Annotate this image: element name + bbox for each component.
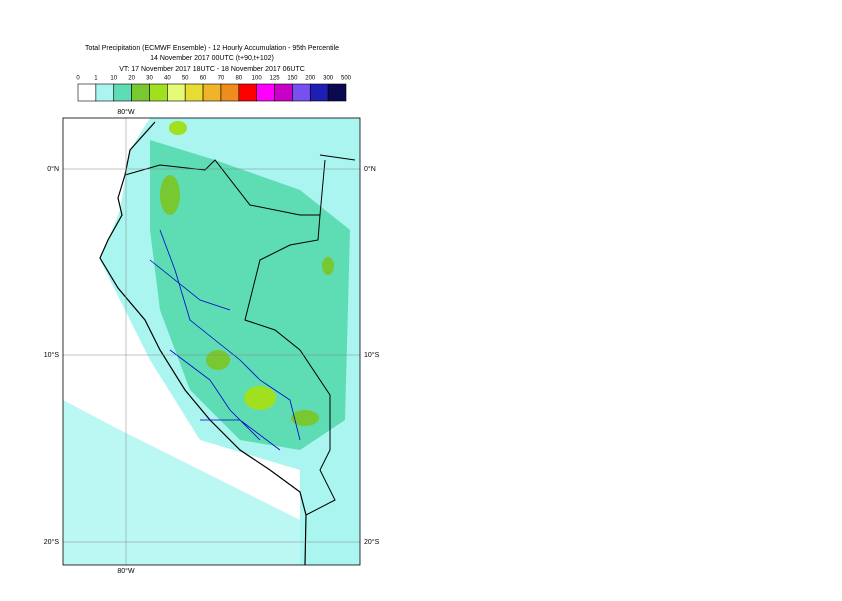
legend-box — [167, 83, 186, 102]
map-frame — [62, 117, 361, 566]
legend-box — [220, 83, 240, 102]
legend-box — [184, 83, 204, 102]
legend-label: 10 — [110, 76, 117, 82]
legend-label: 200 — [305, 76, 316, 82]
legend-box — [149, 83, 168, 102]
rain-heavy — [291, 410, 319, 426]
legend-label: 20 — [128, 76, 135, 82]
legend-box — [238, 83, 257, 102]
rain-heavy — [169, 121, 187, 135]
legend-box — [292, 83, 311, 102]
legend-box — [77, 83, 97, 102]
legend-label: 125 — [270, 76, 281, 82]
region-border — [149, 229, 301, 451]
legend-label: 60 — [200, 76, 207, 82]
lat-label: 0°N — [47, 165, 59, 173]
legend-label: 150 — [287, 76, 298, 82]
rain-heavy — [206, 350, 230, 370]
legend-box — [309, 83, 329, 102]
lat-label: 20°S — [44, 538, 60, 546]
legend-box — [202, 83, 222, 102]
legend-box — [131, 83, 150, 102]
rain-heavy — [322, 257, 334, 275]
legend-label: 100 — [252, 76, 263, 82]
legend-box — [256, 83, 275, 102]
legend-label: 70 — [218, 76, 225, 82]
country-border — [124, 159, 336, 516]
valid-time: VT: 17 November 2017 18UTC - 18 November… — [119, 66, 305, 73]
legend-label: 1 — [94, 76, 98, 82]
legend-label: 300 — [323, 76, 334, 82]
map: 80°W 80°W 0°N 0°N 10°S 10°S 20°S 20°S — [44, 108, 380, 575]
legend: 0 1 10 20 30 40 50 60 70 80 100 125 150 200 300 500 — [76, 76, 352, 102]
legend-label: 80 — [235, 76, 242, 82]
lon-label: 80°W — [117, 108, 135, 116]
legend-box — [327, 83, 347, 102]
lat-label: 0°N — [364, 165, 376, 173]
legend-box — [274, 83, 293, 102]
rain-heavy — [160, 175, 180, 215]
title: Total Precipitation (ECMWF Ensemble) - 1… — [85, 45, 339, 52]
legend-label: 40 — [164, 76, 171, 82]
legend-label: 500 — [341, 76, 352, 82]
lat-label: 10°S — [44, 351, 60, 359]
coastline — [99, 121, 307, 566]
legend-box — [95, 83, 115, 102]
rain-sea — [63, 400, 300, 565]
legend-box — [113, 83, 132, 102]
lat-label: 10°S — [364, 351, 380, 359]
rain-heavy — [244, 386, 276, 410]
lat-label: 20°S — [364, 538, 380, 546]
base-time: 14 November 2017 00UTC (t+90,t+102) — [150, 55, 274, 62]
lon-label: 80°W — [117, 567, 135, 575]
legend-label: 30 — [146, 76, 153, 82]
legend-label: 50 — [182, 76, 189, 82]
legend-label: 0 — [76, 76, 80, 82]
